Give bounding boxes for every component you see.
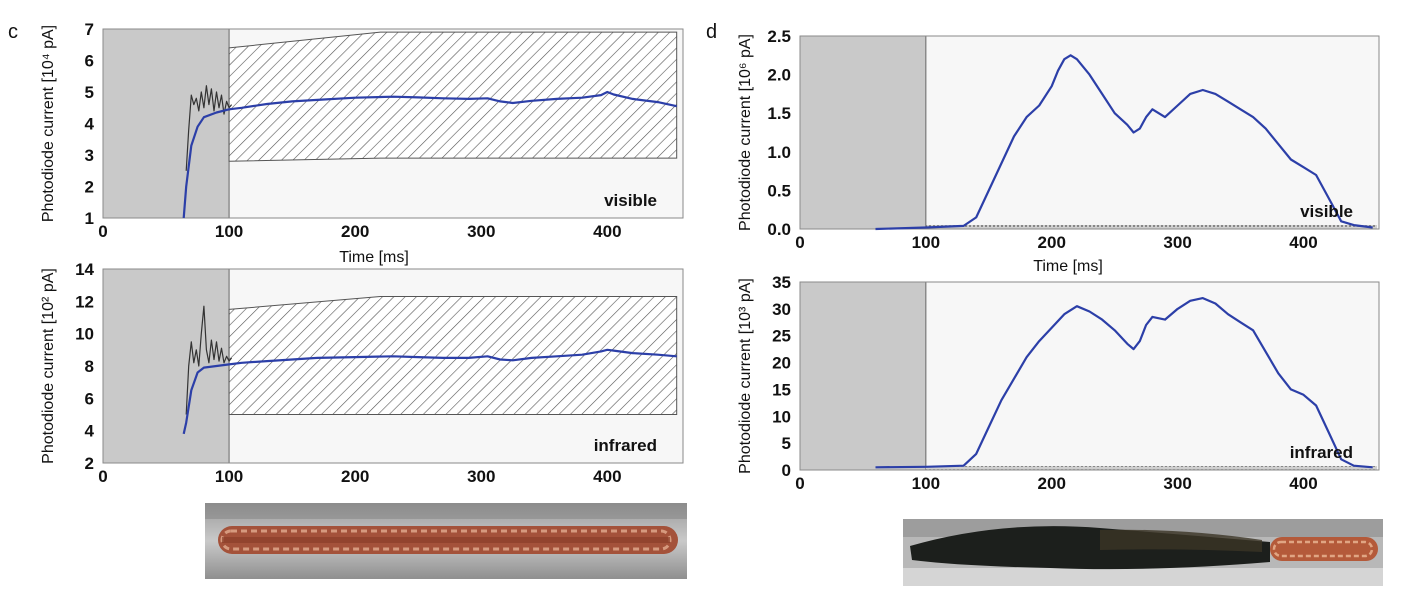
- series-line-0: [875, 297, 1373, 469]
- y-tick-label: 14: [75, 260, 94, 279]
- x-tick-label: 100: [215, 467, 243, 486]
- y-tick-label: 30: [772, 300, 791, 319]
- annotation-infrared: infrared: [594, 436, 657, 455]
- x-tick-label: 300: [467, 222, 495, 241]
- y-tick-label: 1: [85, 209, 94, 228]
- x-tick-label: 400: [593, 222, 621, 241]
- y-tick-label: 10: [75, 325, 94, 344]
- y-tick-label: 4: [85, 422, 95, 441]
- y-tick-label: 6: [85, 389, 94, 408]
- y-tick-label: 2: [85, 178, 94, 197]
- y-axis-label: Photodiode current [10⁶ pA]: [737, 34, 754, 231]
- plot-frame: [799, 281, 1380, 471]
- y-tick-label: 5: [85, 83, 94, 102]
- y-tick-label: 35: [772, 273, 791, 292]
- x-tick-label: 0: [795, 474, 804, 493]
- baseline-band: [925, 466, 1377, 470]
- y-tick-label: 7: [85, 20, 94, 39]
- y-tick-label: 8: [85, 357, 94, 376]
- y-tick-label: 2.5: [767, 27, 791, 46]
- y-tick-label: 1.0: [767, 143, 791, 162]
- x-tick-label: 100: [912, 474, 940, 493]
- shaded-region: [800, 36, 926, 229]
- x-tick-label: 400: [1289, 233, 1317, 252]
- y-tick-label: 20: [772, 354, 791, 373]
- y-tick-label: 10: [772, 407, 791, 426]
- x-tick-label: 0: [98, 222, 107, 241]
- y-tick-label: 2: [85, 454, 94, 473]
- y-tick-label: 25: [772, 327, 791, 346]
- series-line-0: [182, 90, 677, 219]
- x-tick-label: 200: [1038, 474, 1066, 493]
- annotation-infrared: infrared: [1290, 443, 1353, 462]
- series-line-1: [185, 305, 233, 415]
- chart-d-infrared: 0 100 200 300 400 0 5 10 15 20 25 30 35 Photodiode cu…: [737, 273, 1380, 493]
- weld-photo-d: [903, 519, 1383, 586]
- panel-letter-d: d: [706, 21, 717, 43]
- chart-c-infrared: 0 100 200 300 400 2 4 6 8 10 12 14 Photodiode curren…: [40, 260, 684, 486]
- y-tick-label: 0: [782, 461, 791, 480]
- x-tick-label: 100: [912, 233, 940, 252]
- series-line-0: [182, 348, 677, 435]
- x-tick-label: 400: [1289, 474, 1317, 493]
- tolerance-band: [228, 31, 678, 162]
- plot-frame: [799, 35, 1380, 230]
- series-line-1: [185, 85, 233, 171]
- annotation-visible: visible: [1300, 202, 1353, 221]
- x-tick-label: 0: [795, 233, 804, 252]
- shaded-region: [800, 282, 926, 470]
- plot-frame: [102, 268, 684, 464]
- y-tick-label: 4: [85, 115, 95, 134]
- y-tick-label: 1.5: [767, 104, 791, 123]
- y-tick-label: 15: [772, 380, 791, 399]
- shaded-region: [103, 29, 230, 218]
- x-tick-label: 200: [341, 222, 369, 241]
- x-tick-label: 300: [1163, 474, 1191, 493]
- y-tick-label: 2.0: [767, 66, 791, 85]
- plot-frame: [102, 28, 684, 219]
- x-tick-label: 200: [1038, 233, 1066, 252]
- x-tick-label: 200: [341, 467, 369, 486]
- y-axis-label: Photodiode current [10⁴ pA]: [40, 25, 57, 222]
- x-tick-label: 300: [1163, 233, 1191, 252]
- x-tick-label: 400: [593, 467, 621, 486]
- y-tick-label: 6: [85, 52, 94, 71]
- x-tick-label: 100: [215, 222, 243, 241]
- y-tick-label: 0.0: [767, 220, 791, 239]
- weld-photo-c: [205, 503, 687, 579]
- y-tick-label: 3: [85, 146, 94, 165]
- x-tick-label: 300: [467, 467, 495, 486]
- baseline-band: [925, 225, 1377, 229]
- chart-c-visible: 0 100 200 300 400 1 2 3 4 5 6 7 Photodiode current […: [40, 20, 684, 241]
- panel-letter-c: c: [8, 21, 18, 43]
- y-axis-label: Photodiode current [10² pA]: [40, 268, 57, 464]
- chart-d-visible: 0 100 200 300 400 0.0 0.5 1.0 1.5 2.0 2.5 Photodiod…: [737, 27, 1380, 252]
- x-axis-label-c: Time [ms]: [339, 249, 409, 266]
- y-tick-label: 5: [782, 434, 791, 453]
- y-tick-label: 0.5: [767, 181, 791, 200]
- y-axis-label: Photodiode current [10³ pA]: [737, 278, 754, 474]
- x-tick-label: 0: [98, 467, 107, 486]
- tolerance-band: [228, 295, 678, 415]
- x-axis-label-d: Time [ms]: [1033, 258, 1103, 275]
- annotation-visible: visible: [604, 191, 657, 210]
- y-tick-label: 12: [75, 292, 94, 311]
- series-line-0: [875, 54, 1373, 231]
